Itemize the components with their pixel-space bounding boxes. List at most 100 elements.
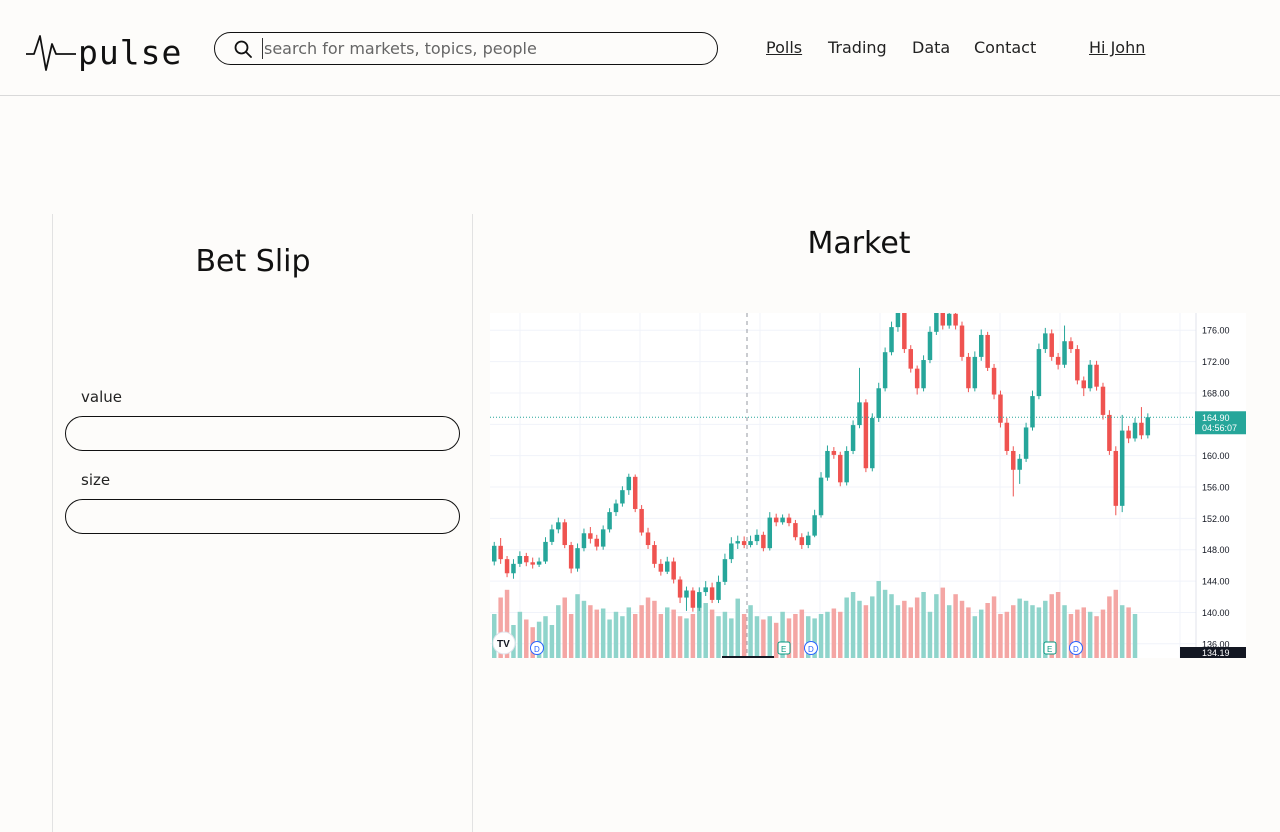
y-tick-label: 176.00 — [1202, 326, 1230, 336]
volume-bar — [914, 597, 920, 658]
volume-bar — [1113, 589, 1119, 658]
candle-body — [735, 541, 740, 544]
volume-bar — [639, 605, 644, 658]
volume-bar — [844, 597, 849, 658]
candle-body — [607, 512, 612, 530]
volume-bar — [536, 621, 542, 658]
candle-body — [754, 534, 760, 542]
candle-body — [729, 543, 734, 560]
candle-body — [632, 476, 638, 509]
event-marker-label: E — [1047, 645, 1052, 654]
y-tick-label: 172.00 — [1202, 357, 1230, 367]
candle-body — [1119, 430, 1125, 506]
y-tick-label: 148.00 — [1202, 545, 1230, 555]
candle-body — [767, 517, 773, 549]
candle-body — [1139, 422, 1144, 436]
candle-body — [543, 541, 548, 562]
candle-body — [588, 533, 593, 539]
candle-body — [536, 561, 542, 565]
volume-bar — [722, 611, 728, 658]
dividend-marker — [804, 641, 818, 655]
candle-body — [1011, 450, 1016, 470]
candle-body — [934, 313, 939, 332]
candle-body — [946, 313, 952, 326]
volume-bar — [658, 614, 664, 658]
volume-bar — [927, 611, 933, 658]
volume-bar — [882, 589, 888, 658]
candle-body — [1126, 430, 1131, 439]
volume-bar — [1011, 605, 1016, 658]
candle-body — [889, 327, 894, 353]
value-input[interactable] — [65, 416, 460, 451]
nav-polls[interactable]: Polls — [766, 38, 803, 57]
volume-bar — [556, 605, 561, 658]
candle-body — [498, 545, 503, 560]
y-tick-label: 152.00 — [1202, 514, 1230, 524]
y-tick-label: 156.00 — [1202, 483, 1230, 493]
nav-contact[interactable]: Contact — [974, 38, 1037, 57]
volume-bar — [940, 587, 946, 658]
countdown-label: 04:56:07 — [1202, 423, 1237, 433]
volume-bar — [697, 594, 702, 658]
volume-bar — [780, 611, 785, 658]
nav-data[interactable]: Data — [912, 38, 951, 57]
volume-bar — [812, 618, 817, 658]
volume-bar — [972, 616, 978, 658]
volume-bar — [703, 603, 708, 658]
dividend-marker — [530, 641, 544, 655]
candle-body — [812, 515, 817, 536]
candle-body — [844, 450, 849, 483]
candle-body — [690, 590, 696, 608]
candle-body — [620, 490, 625, 504]
candle-body — [940, 313, 946, 326]
candle-body — [1113, 450, 1119, 506]
volume-bar — [1017, 598, 1022, 658]
candle-body — [818, 477, 824, 516]
volume-bar — [793, 614, 798, 658]
top-header: pulse Polls Trading Data Contact Hi John — [0, 0, 1280, 96]
volume-bar — [805, 616, 811, 658]
candle-body — [626, 476, 632, 491]
volume-bar — [613, 611, 619, 658]
candle-body — [908, 349, 913, 369]
dividend-marker — [1069, 641, 1083, 655]
user-greeting-link[interactable]: Hi John — [1089, 38, 1146, 57]
nav-trading[interactable]: Trading — [828, 38, 887, 57]
candle-body — [1049, 333, 1054, 357]
volume-bar — [946, 605, 952, 658]
volume-bar — [838, 611, 843, 658]
candlestick-chart[interactable]: 176.00172.00168.00164.00160.00156.00152.… — [490, 313, 1246, 658]
candle-body — [761, 534, 766, 549]
market-chart[interactable]: 176.00172.00168.00164.00160.00156.00152.… — [490, 313, 1246, 658]
candle-body — [658, 563, 664, 572]
candle-body — [722, 559, 728, 582]
volume-bar — [991, 596, 997, 658]
volume-bar — [908, 607, 913, 658]
candle-body — [549, 529, 555, 542]
candle-body — [741, 541, 747, 546]
volume-bar — [863, 605, 869, 658]
candle-body — [1030, 396, 1035, 428]
volume-bar — [966, 607, 971, 658]
size-label: size — [81, 471, 111, 489]
search-bar[interactable] — [214, 32, 718, 65]
y-tick-label: 168.00 — [1202, 388, 1230, 398]
volume-bar — [690, 614, 696, 658]
volume-bar — [1043, 600, 1048, 658]
candle-body — [575, 548, 580, 569]
volume-bar — [741, 614, 747, 658]
logo[interactable]: pulse — [26, 30, 182, 74]
tradingview-logo-icon — [492, 631, 516, 655]
volume-bar — [831, 608, 837, 658]
volume-bar — [504, 589, 510, 658]
volume-bar — [581, 600, 587, 658]
volume-bar — [978, 609, 984, 658]
candle-body — [556, 522, 561, 530]
search-input[interactable] — [262, 38, 696, 59]
size-input[interactable] — [65, 499, 460, 534]
candle-body — [895, 313, 901, 328]
candle-body — [1145, 417, 1151, 436]
candle-body — [600, 529, 606, 547]
price-axis — [1196, 313, 1246, 658]
candle-body — [703, 587, 708, 593]
